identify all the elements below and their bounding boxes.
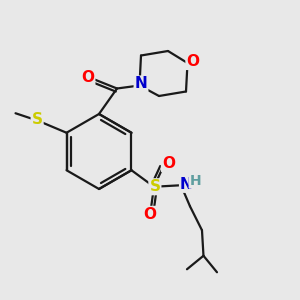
Text: O: O	[186, 54, 200, 69]
Text: O: O	[81, 70, 94, 85]
Text: N: N	[180, 177, 193, 192]
Text: N: N	[135, 76, 147, 92]
Text: H: H	[190, 174, 201, 188]
Text: S: S	[149, 179, 161, 194]
Text: S: S	[32, 112, 43, 127]
Text: O: O	[143, 207, 156, 222]
Text: O: O	[162, 156, 175, 171]
